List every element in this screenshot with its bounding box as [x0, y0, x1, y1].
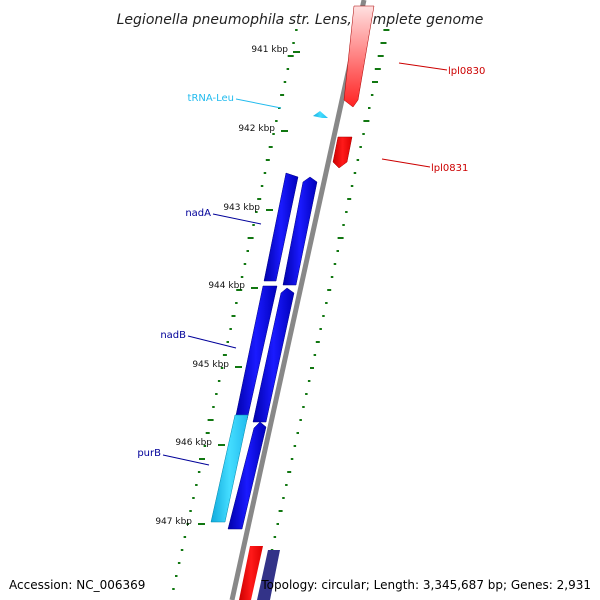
tick-label: 941 kbp — [251, 45, 288, 55]
trna-leu-feature[interactable] — [313, 111, 328, 118]
tick-946: 946 kbp — [175, 438, 225, 448]
gene-label-nadA: nadA — [185, 208, 262, 225]
tick-947: 947 kbp — [155, 517, 205, 527]
tick-label: 945 kbp — [192, 360, 229, 370]
cds-nadA-outer[interactable] — [282, 176, 318, 286]
cds-nadA-inner[interactable] — [263, 172, 299, 282]
tick-944: 944 kbp — [208, 281, 258, 291]
tick-label: 942 kbp — [238, 124, 275, 134]
gc-content-track — [172, 29, 390, 590]
tick-label: 943 kbp — [223, 203, 260, 213]
tick-943: 943 kbp — [223, 203, 273, 213]
gene-label-text: tRNA-Leu — [188, 93, 234, 104]
gene-label-trna-leu: tRNA-Leu — [188, 93, 282, 109]
accession-text: Accession: NC_006369 — [9, 578, 146, 592]
gene-label-nadB: nadB — [160, 330, 237, 349]
cds-lpl0831[interactable] — [332, 136, 353, 169]
gene-label-text: nadB — [160, 330, 186, 341]
genome-backbone — [229, 0, 367, 600]
cds-bottom-dark[interactable] — [257, 550, 280, 600]
gene-label-text: lpl0830 — [448, 66, 485, 77]
cds-purB-outer[interactable] — [227, 421, 267, 530]
gene-label-purB: purB — [137, 448, 210, 466]
cds-purB-inner[interactable] — [210, 414, 249, 523]
tick-942: 942 kbp — [238, 124, 288, 134]
tick-label: 946 kbp — [175, 438, 212, 448]
topology-text: Topology: circular; Length: 3,345,687 bp… — [261, 578, 591, 592]
gene-label-lpl0831: lpl0831 — [381, 158, 468, 174]
gene-label-text: nadA — [185, 208, 211, 219]
position-axis: 941 kbp 942 kbp 943 kbp 944 kbp 945 kbp … — [155, 45, 300, 527]
tick-label: 947 kbp — [155, 517, 192, 527]
tick-941: 941 kbp — [251, 45, 300, 55]
cds-lpl0830[interactable] — [343, 5, 375, 108]
gene-label-lpl0830: lpl0830 — [398, 62, 485, 77]
tick-label: 944 kbp — [208, 281, 245, 291]
cds-bottom-red[interactable] — [239, 546, 263, 600]
gene-label-text: purB — [137, 448, 161, 459]
tick-945: 945 kbp — [192, 360, 242, 370]
gene-label-text: lpl0831 — [431, 163, 468, 174]
map-title: Legionella pneumophila str. Lens, comple… — [117, 12, 484, 28]
cds-nadB-outer[interactable] — [252, 287, 295, 423]
